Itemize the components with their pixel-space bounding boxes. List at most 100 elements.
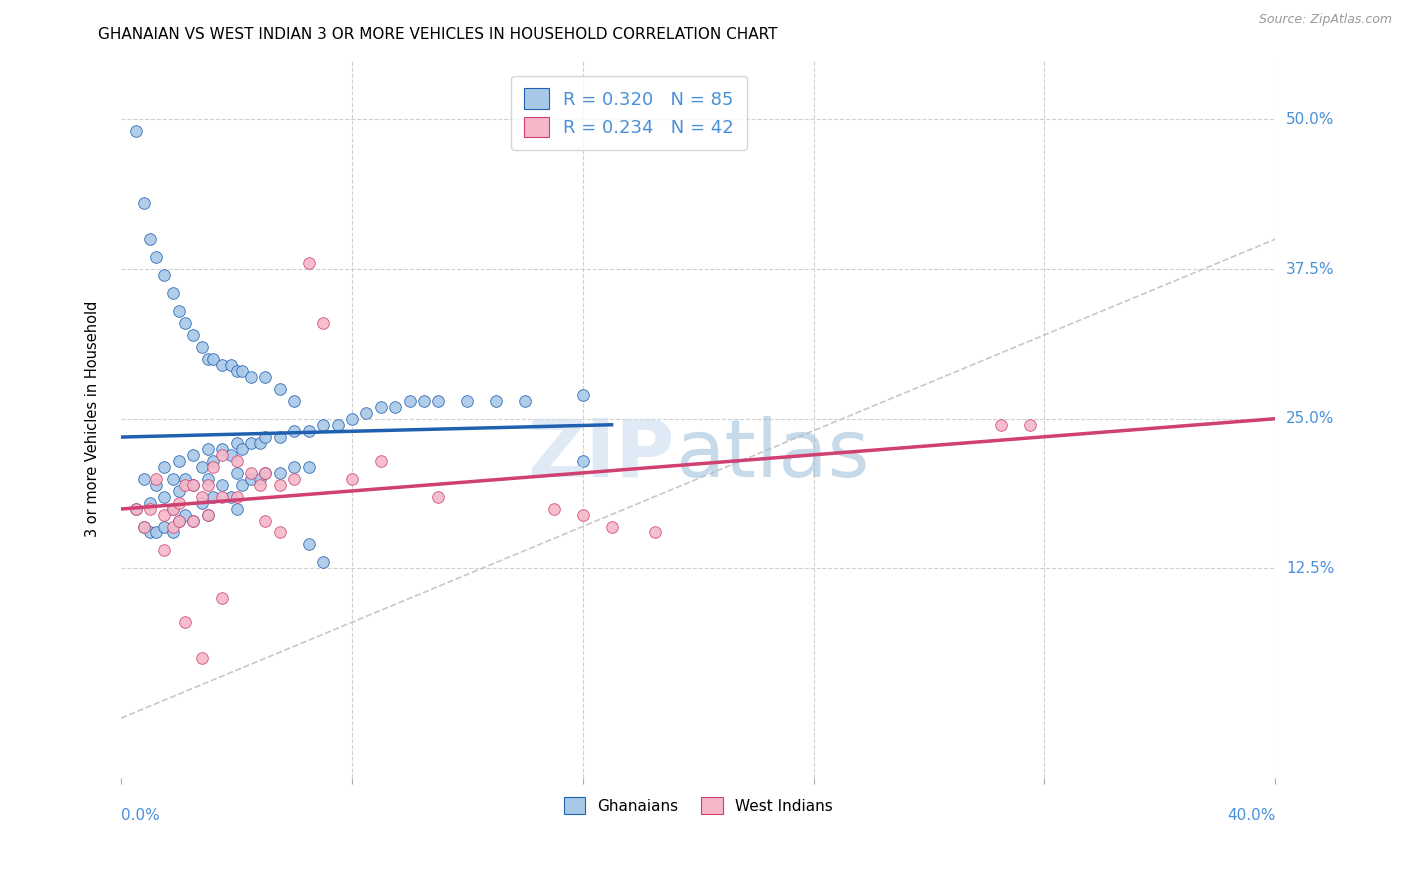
Point (167, 514, 190, 528)
Point (219, 358, 242, 372)
Point (1019, 417, 1042, 432)
Point (173, 615, 195, 630)
Point (326, 417, 349, 432)
Text: 25.0%: 25.0% (1286, 411, 1334, 426)
Point (162, 525, 184, 540)
Point (211, 490, 233, 504)
Point (298, 256, 321, 270)
Point (167, 514, 190, 528)
Point (173, 316, 195, 330)
Point (211, 442, 233, 456)
Point (197, 442, 219, 456)
Point (134, 519, 156, 533)
Point (167, 483, 190, 498)
Point (269, 477, 291, 491)
Point (370, 400, 392, 414)
Y-axis label: 3 or more Vehicles in Household: 3 or more Vehicles in Household (86, 301, 100, 537)
Point (254, 430, 277, 444)
Point (134, 519, 156, 533)
Point (153, 508, 176, 522)
Point (254, 369, 277, 384)
Point (124, 501, 146, 516)
Point (162, 501, 184, 516)
Text: 50.0%: 50.0% (1286, 112, 1334, 127)
Point (162, 501, 184, 516)
Point (269, 382, 291, 396)
Point (427, 393, 450, 408)
Point (191, 651, 214, 665)
Point (211, 477, 233, 491)
Point (139, 525, 162, 540)
Point (225, 453, 247, 467)
Point (145, 472, 167, 486)
Point (153, 268, 176, 282)
Point (398, 393, 420, 408)
Point (225, 435, 247, 450)
Point (211, 591, 233, 606)
Point (202, 351, 225, 366)
Point (239, 435, 262, 450)
Point (370, 453, 392, 467)
Point (191, 459, 214, 474)
Point (225, 490, 247, 504)
Point (167, 304, 190, 318)
Point (167, 495, 190, 509)
Point (231, 442, 253, 456)
Point (298, 459, 321, 474)
Text: 12.5%: 12.5% (1286, 561, 1334, 576)
Point (269, 466, 291, 480)
Point (283, 424, 305, 438)
Point (249, 477, 271, 491)
Point (644, 525, 666, 540)
Point (139, 501, 162, 516)
Point (162, 472, 184, 486)
Legend: Ghanaians, West Indians: Ghanaians, West Indians (558, 790, 839, 821)
Point (134, 472, 156, 486)
Point (600, 519, 623, 533)
Point (145, 477, 167, 491)
Point (181, 477, 204, 491)
Point (162, 519, 184, 533)
Point (145, 250, 167, 264)
Text: atlas: atlas (675, 416, 869, 493)
Point (456, 393, 478, 408)
Point (197, 472, 219, 486)
Point (231, 477, 253, 491)
Point (202, 490, 225, 504)
Point (269, 525, 291, 540)
Point (181, 328, 204, 343)
Point (197, 351, 219, 366)
Point (231, 364, 253, 378)
Point (139, 495, 162, 509)
Point (340, 411, 363, 425)
Point (283, 459, 305, 474)
Point (153, 543, 176, 558)
Point (191, 495, 214, 509)
Point (211, 358, 233, 372)
Point (191, 490, 214, 504)
Point (191, 340, 214, 354)
Point (181, 514, 204, 528)
Point (173, 477, 195, 491)
Point (312, 556, 335, 570)
Point (197, 508, 219, 522)
Point (571, 453, 593, 467)
Point (571, 388, 593, 402)
Point (269, 430, 291, 444)
Point (225, 501, 247, 516)
Point (340, 472, 363, 486)
Point (990, 417, 1012, 432)
Point (139, 232, 162, 246)
Point (312, 316, 335, 330)
Point (167, 453, 190, 467)
Point (225, 466, 247, 480)
Point (312, 417, 335, 432)
Text: 0.0%: 0.0% (121, 808, 160, 823)
Point (513, 393, 536, 408)
Point (162, 286, 184, 301)
Point (254, 514, 277, 528)
Point (283, 472, 305, 486)
Point (153, 519, 176, 533)
Point (202, 453, 225, 467)
Point (153, 459, 176, 474)
